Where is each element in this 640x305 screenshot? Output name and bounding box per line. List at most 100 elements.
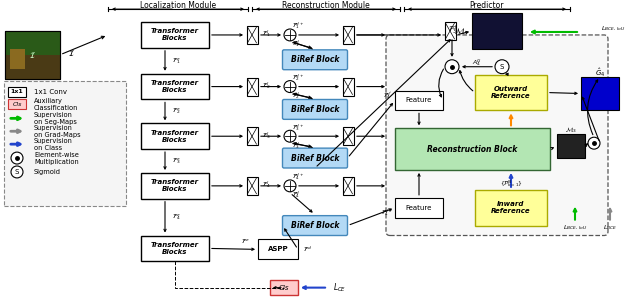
Bar (270, 280, 298, 295)
Bar (342, 78, 353, 95)
FancyArrowPatch shape (551, 148, 554, 150)
FancyBboxPatch shape (282, 148, 348, 168)
FancyArrowPatch shape (260, 34, 280, 36)
FancyBboxPatch shape (386, 35, 608, 235)
FancyArrowPatch shape (294, 142, 312, 148)
Text: $\mathcal{I}$: $\mathcal{I}$ (29, 50, 36, 60)
Bar (141, 173, 209, 199)
Bar (141, 235, 209, 261)
FancyArrowPatch shape (113, 8, 172, 10)
Text: Sigmoid: Sigmoid (34, 169, 61, 175)
Text: Cls: Cls (12, 102, 22, 107)
Bar (10, 49, 25, 69)
FancyArrowPatch shape (11, 130, 20, 133)
Bar (141, 123, 209, 149)
Circle shape (284, 29, 296, 41)
Bar (5, 31, 60, 79)
Text: S: S (500, 64, 504, 70)
Text: Predictor: Predictor (470, 1, 504, 10)
Circle shape (588, 137, 600, 149)
FancyArrowPatch shape (303, 286, 325, 289)
FancyArrowPatch shape (292, 94, 311, 99)
FancyArrowPatch shape (164, 51, 166, 70)
Text: $\mathcal{I}$: $\mathcal{I}$ (68, 48, 75, 58)
Text: $\mathcal{M}$: $\mathcal{M}$ (454, 26, 466, 36)
FancyArrowPatch shape (11, 117, 20, 120)
FancyArrowPatch shape (460, 71, 473, 91)
Text: Transformer
Blocks: Transformer Blocks (151, 179, 199, 192)
Text: $L_{CE}$: $L_{CE}$ (333, 282, 346, 294)
Circle shape (284, 180, 296, 192)
Text: $\mathcal{F}_2^{d+}$: $\mathcal{F}_2^{d+}$ (292, 72, 304, 83)
Text: $\mathcal{F}_3^e$: $\mathcal{F}_3^e$ (172, 156, 180, 166)
Text: BiRef Block: BiRef Block (291, 221, 339, 230)
FancyArrowPatch shape (356, 34, 440, 36)
Text: $\mathcal{F}_3^d$: $\mathcal{F}_3^d$ (448, 23, 458, 37)
FancyArrowPatch shape (285, 229, 296, 247)
FancyArrowPatch shape (63, 36, 104, 54)
Bar (472, 13, 522, 49)
Bar (342, 127, 353, 145)
FancyArrowPatch shape (509, 175, 513, 187)
FancyArrowPatch shape (212, 85, 242, 88)
Text: $L_{BCE,\,IoU}$: $L_{BCE,\,IoU}$ (563, 224, 587, 232)
FancyArrowPatch shape (164, 202, 166, 231)
Text: Supervision
on Seg-Maps: Supervision on Seg-Maps (34, 112, 77, 125)
FancyBboxPatch shape (282, 99, 348, 119)
Text: Inward
Reference: Inward Reference (491, 201, 531, 214)
Bar (246, 78, 257, 95)
Circle shape (284, 130, 296, 142)
FancyArrowPatch shape (260, 85, 280, 88)
Text: $A_4^G$: $A_4^G$ (472, 57, 482, 68)
Text: $\mathcal{F}_4^{d'}$: $\mathcal{F}_4^{d'}$ (383, 90, 393, 101)
Bar (246, 127, 257, 145)
FancyArrowPatch shape (299, 34, 338, 36)
Bar (8, 99, 26, 109)
Text: $\mathcal{F}_2^d$: $\mathcal{F}_2^d$ (292, 90, 301, 101)
FancyArrowPatch shape (439, 69, 444, 97)
Circle shape (11, 152, 23, 164)
FancyArrowPatch shape (532, 30, 577, 33)
Text: Feature: Feature (406, 205, 432, 211)
Text: Auxiliary
Classification: Auxiliary Classification (34, 98, 78, 111)
Text: S: S (15, 169, 19, 175)
Text: Transformer
Blocks: Transformer Blocks (151, 80, 199, 93)
Bar (342, 177, 353, 195)
Bar (4, 81, 126, 206)
Text: $\mathcal{F}_2^l$: $\mathcal{F}_2^l$ (262, 80, 271, 91)
Text: $\mathcal{F}_3^l$: $\mathcal{F}_3^l$ (262, 130, 271, 141)
FancyArrowPatch shape (257, 8, 320, 10)
Bar (395, 91, 443, 110)
Text: Feature: Feature (406, 98, 432, 103)
Text: $\mathcal{M}_3$: $\mathcal{M}_3$ (565, 125, 577, 135)
FancyArrowPatch shape (184, 8, 243, 10)
FancyArrowPatch shape (550, 92, 577, 95)
FancyArrowPatch shape (356, 34, 384, 36)
FancyArrowPatch shape (609, 209, 611, 220)
Text: Localization Module: Localization Module (140, 1, 216, 10)
Bar (141, 74, 209, 99)
Text: 1x1 Conv: 1x1 Conv (34, 88, 67, 95)
FancyArrowPatch shape (212, 135, 242, 137)
FancyArrowPatch shape (299, 185, 338, 187)
FancyArrowPatch shape (356, 85, 384, 88)
Bar (581, 77, 619, 110)
Bar (246, 26, 257, 44)
FancyArrowPatch shape (294, 42, 312, 49)
FancyArrowPatch shape (418, 174, 420, 195)
Text: $\mathcal{F}_1^{d+}$: $\mathcal{F}_1^{d+}$ (292, 21, 304, 31)
FancyArrowPatch shape (356, 135, 384, 137)
Text: $\mathcal{F}_3^d$: $\mathcal{F}_3^d$ (292, 140, 301, 151)
Bar (445, 22, 456, 40)
FancyArrowPatch shape (317, 40, 450, 166)
FancyArrowPatch shape (299, 135, 338, 137)
Text: Transformer
Blocks: Transformer Blocks (151, 242, 199, 255)
Text: $\{\mathcal{P}_{k=1}^N\}$: $\{\mathcal{P}_{k=1}^N\}$ (499, 178, 522, 189)
Circle shape (495, 60, 509, 74)
Text: $L_{BCE,\,IoU}$: $L_{BCE,\,IoU}$ (601, 25, 625, 33)
FancyArrowPatch shape (573, 209, 577, 220)
Bar (5, 31, 60, 79)
FancyArrowPatch shape (332, 8, 395, 10)
Bar (475, 75, 547, 110)
FancyArrowPatch shape (509, 116, 513, 125)
